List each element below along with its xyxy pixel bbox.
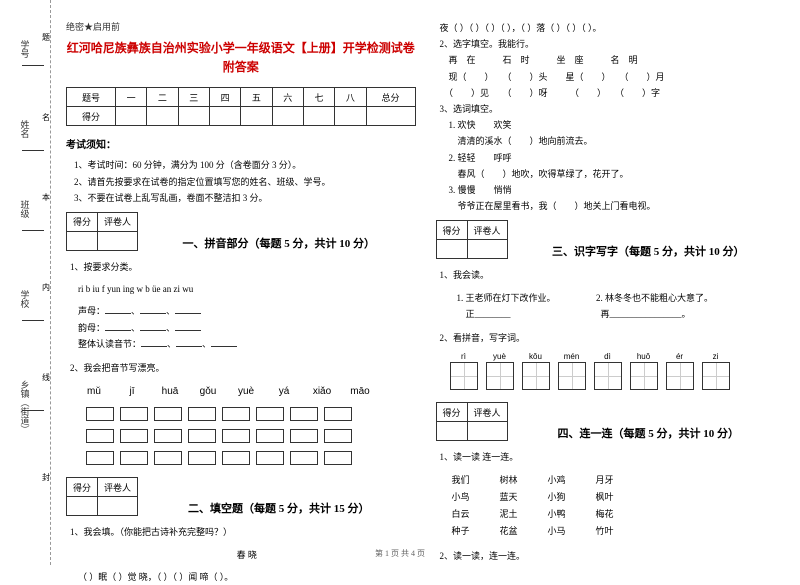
section-1-header: 得分评卷人 一、拼音部分（每题 5 分，共计 10 分） (66, 212, 416, 251)
classify-row: 整体认读音节：、、 (78, 336, 416, 352)
poem-title: 春 晓 (78, 547, 416, 563)
poem-line: （ ）眠（ ）觉 晓，（ ）（ ）闻 啼（ ）。 (78, 569, 416, 585)
exam-title: 红河哈尼族彝族自治州实验小学一年级语文【上册】开学检测试卷 附答案 (66, 39, 416, 77)
q2-1: 1、我会填。（你能把古诗补充完整吗？） (70, 525, 416, 540)
match-word: 月牙 (596, 472, 614, 489)
marker-box: 得分评卷人 (436, 402, 508, 441)
char-box: ér (666, 352, 694, 390)
notice-heading: 考试须知： (66, 136, 416, 151)
classify-row: 韵母：、、 (78, 320, 416, 336)
read-line: 正________ 再________________。 (448, 306, 786, 322)
match-word: 树林 (500, 472, 518, 489)
fill-line: 夜（ ）（ ）（ ）（ ），（ ）落（ ）（ ）（ ）。 (440, 20, 786, 36)
match-word: 白云 (452, 506, 470, 523)
fill-line: 清清的溪水（ ）地向前流去。 (440, 133, 786, 149)
left-column: 绝密★启用前 红河哈尼族彝族自治州实验小学一年级语文【上册】开学检测试卷 附答案… (66, 20, 416, 555)
section-3-title: 三、识字写字（每题 5 分，共计 10 分） (512, 243, 785, 259)
section-4-header: 得分评卷人 四、连一连（每题 5 分，共计 10 分） (436, 402, 786, 441)
fold-mark: 内 (42, 282, 50, 293)
fold-mark: 名 (42, 112, 50, 123)
char-box: mén (558, 352, 586, 390)
q3-2: 2、看拼音，写字词。 (440, 331, 786, 346)
fold-mark: 本 (42, 192, 50, 203)
notice-item: 3、不要在试卷上乱写乱画，卷面不整洁扣 3 分。 (74, 190, 416, 206)
char-box: dì (594, 352, 622, 390)
binding-margin: 学号姓名班级学校乡镇（街道） 题名本内线封 (0, 0, 51, 565)
section-4-title: 四、连一连（每题 5 分，共计 10 分） (512, 425, 785, 441)
match-word: 种子 (452, 523, 470, 540)
margin-label: 姓名 (19, 120, 32, 138)
secret-label: 绝密★启用前 (66, 20, 416, 33)
char-box: huǒ (630, 352, 658, 390)
classify-row: 声母：、、 (78, 303, 416, 319)
match-word: 蓝天 (500, 489, 518, 506)
content-area: 绝密★启用前 红河哈尼族彝族自治州实验小学一年级语文【上册】开学检测试卷 附答案… (51, 0, 800, 565)
section-2-title: 二、填空题（每题 5 分，共计 15 分） (142, 500, 415, 516)
pinyin-boxes-row1 (86, 407, 416, 421)
fill-line: 现（ ） （ ）头 星（ ） （ ）月 (440, 69, 786, 85)
marker-box: 得分评卷人 (66, 212, 138, 251)
letters: ri b iu f yun ing w b üe an zi wu (78, 281, 416, 297)
marker-box: 得分评卷人 (436, 220, 508, 259)
margin-label: 班级 (19, 200, 32, 218)
match-word: 梅花 (596, 506, 614, 523)
q4-1: 1、读一读 连一连。 (440, 450, 786, 465)
fill-line: 3、选词填空。 (440, 101, 786, 117)
section-3-header: 得分评卷人 三、识字写字（每题 5 分，共计 10 分） (436, 220, 786, 259)
char-box: rì (450, 352, 478, 390)
margin-label: 学号 (19, 40, 32, 58)
match-word: 我们 (452, 472, 470, 489)
q3-1: 1、我会读。 (440, 268, 786, 283)
margin-label: 学校 (19, 290, 32, 308)
fold-mark: 线 (42, 372, 50, 383)
pinyin-labels: mǔjīhuāgǒuyuèyáxiǎomāo (80, 386, 416, 397)
q4-2: 2、读一读，连一连。 (440, 549, 786, 564)
fill-line: 1. 欢快 欢笑 (440, 117, 786, 133)
match-word: 枫叶 (596, 489, 614, 506)
match-word: 小马 (548, 523, 566, 540)
fill-line: 再 在 石 时 坐 座 名 明 (440, 52, 786, 68)
q1-2: 2、我会把音节写漂亮。 (70, 361, 416, 376)
pinyin-boxes-row3 (86, 451, 416, 465)
fold-mark: 题 (42, 32, 50, 43)
marker-box: 得分评卷人 (66, 477, 138, 516)
right-column: 夜（ ）（ ）（ ）（ ），（ ）落（ ）（ ）（ ）。2、选字填空。我能行。 … (436, 20, 786, 555)
notice-item: 1、考试时间：60 分钟，满分为 100 分（含卷面分 3 分）。 (74, 157, 416, 173)
char-box: yuè (486, 352, 514, 390)
read-line: 1. 王老师在灯下改作业。 2. 林冬冬也不能粗心大意了。 (448, 290, 786, 306)
match-word: 小狗 (548, 489, 566, 506)
fill-line: 爷爷正在屋里看书，我（ ）地关上门看电视。 (440, 198, 786, 214)
char-box: zi (702, 352, 730, 390)
pinyin-boxes-row2 (86, 429, 416, 443)
match-word: 小鸭 (548, 506, 566, 523)
fill-line: 3. 慢慢 悄悄 (440, 182, 786, 198)
section-2-header: 得分评卷人 二、填空题（每题 5 分，共计 15 分） (66, 477, 416, 516)
match-word: 小鸡 (548, 472, 566, 489)
match-word: 竹叶 (596, 523, 614, 540)
match-word: 小鸟 (452, 489, 470, 506)
page-footer: 第 1 页 共 4 页 (375, 548, 425, 559)
match-word: 泥土 (500, 506, 518, 523)
match-columns: 我们小鸟白云种子 树林蓝天泥土花盆 小鸡小狗小鸭小马 月牙枫叶梅花竹叶 (452, 472, 786, 540)
score-table: 题号一二三四五六七八总分 得分 (66, 87, 416, 126)
notice-item: 2、请首先按要求在试卷的指定位置填写您的姓名、班级、学号。 (74, 174, 416, 190)
margin-label: 乡镇（街道） (19, 380, 32, 434)
match-word: 花盆 (500, 523, 518, 540)
q1-1: 1、按要求分类。 (70, 260, 416, 275)
section-1-title: 一、拼音部分（每题 5 分，共计 10 分） (142, 235, 415, 251)
char-boxes: rìyuèkǒuméndìhuǒérzi (450, 352, 786, 390)
fill-line: （ ）见 （ ）呀 （ ） （ ）字 (440, 85, 786, 101)
fill-line: 2、选字填空。我能行。 (440, 36, 786, 52)
fill-line: 春风（ ）地吹，吹得草绿了，花开了。 (440, 166, 786, 182)
char-box: kǒu (522, 352, 550, 390)
fill-line: 2. 轻轻 呼呼 (440, 150, 786, 166)
fold-mark: 封 (42, 472, 50, 483)
